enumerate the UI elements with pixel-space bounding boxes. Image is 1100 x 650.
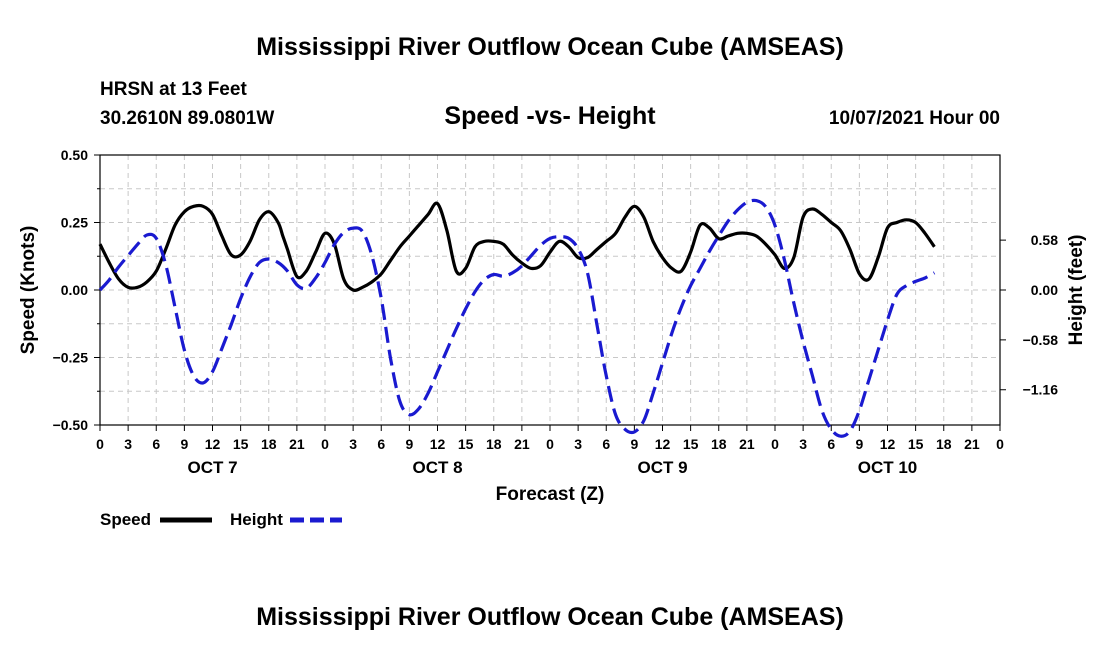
speed-series-line — [98, 201, 936, 292]
x-axis-label: Forecast (Z) — [496, 484, 605, 505]
x-tick-label: 3 — [799, 436, 807, 452]
y-axis-label: Speed (Knots) — [18, 226, 39, 355]
x-tick-label: 12 — [655, 436, 671, 452]
x-tick-label: 18 — [486, 436, 502, 452]
x-tick-label: 15 — [908, 436, 924, 452]
day-label: OCT 10 — [858, 458, 918, 477]
x-tick-label: 0 — [321, 436, 329, 452]
legend-height-label: Height — [230, 510, 283, 529]
chart-area: 0 3 6 9 12 15 18 21 0 3 6 9 12 15 18 21 0 3 6 9 12 15 18 21 0 3 6 9… — [53, 147, 1059, 477]
x-tick-label: 12 — [205, 436, 221, 452]
x-tick-label: 9 — [855, 436, 863, 452]
x-tick-label: 6 — [602, 436, 610, 452]
x-tick-label: 6 — [827, 436, 835, 452]
x-tick-label: 3 — [349, 436, 357, 452]
day-label: OCT 7 — [187, 458, 237, 477]
y-tick-label: −0.25 — [53, 350, 89, 366]
x-tick-label: 0 — [771, 436, 779, 452]
x-tick-label: 18 — [261, 436, 277, 452]
plot-title: Speed -vs- Height — [444, 102, 656, 130]
x-tick-label: 0 — [546, 436, 554, 452]
x-tick-label: 12 — [880, 436, 896, 452]
x-tick-label: 21 — [964, 436, 980, 452]
station-label: HRSN at 13 Feet — [100, 79, 247, 100]
day-label: OCT 9 — [637, 458, 687, 477]
y2-tick-label: −0.58 — [1023, 332, 1059, 348]
legend-speed-label: Speed — [100, 510, 151, 529]
x-tick-label: 9 — [180, 436, 188, 452]
y2-axis-label: Height (feet) — [1066, 235, 1087, 346]
x-tick-label: 21 — [739, 436, 755, 452]
x-tick-label: 3 — [124, 436, 132, 452]
y2-tick-label: 0.00 — [1031, 282, 1058, 298]
x-tick-label: 0 — [96, 436, 104, 452]
main-title: Mississippi River Outflow Ocean Cube (AM… — [256, 33, 844, 61]
y2-tick-label: −1.16 — [1023, 382, 1059, 398]
legend: Speed Height — [100, 510, 342, 529]
forecast-date-label: 10/07/2021 Hour 00 — [829, 108, 1000, 129]
x-tick-label: 9 — [405, 436, 413, 452]
height-series-line — [98, 198, 936, 438]
y-tick-label: 0.25 — [61, 215, 88, 231]
x-tick-label: 3 — [574, 436, 582, 452]
x-tick-label: 0 — [996, 436, 1004, 452]
y2-tick-label: 0.58 — [1031, 232, 1058, 248]
coordinates-label: 30.2610N 89.0801W — [100, 108, 274, 129]
x-tick-label: 6 — [152, 436, 160, 452]
x-tick-label: 6 — [377, 436, 385, 452]
x-tick-label: 21 — [289, 436, 305, 452]
footer-title: Mississippi River Outflow Ocean Cube (AM… — [256, 603, 844, 631]
x-tick-label: 15 — [458, 436, 474, 452]
y-tick-label: −0.50 — [53, 417, 89, 433]
x-tick-label: 18 — [936, 436, 952, 452]
x-tick-label: 21 — [514, 436, 530, 452]
day-label: OCT 8 — [412, 458, 462, 477]
y-tick-label: 0.00 — [61, 282, 88, 298]
x-tick-label: 18 — [711, 436, 727, 452]
x-tick-label: 15 — [233, 436, 249, 452]
x-tick-label: 12 — [430, 436, 446, 452]
x-tick-label: 9 — [630, 436, 638, 452]
y-tick-label: 0.50 — [61, 147, 88, 163]
x-tick-label: 15 — [683, 436, 699, 452]
